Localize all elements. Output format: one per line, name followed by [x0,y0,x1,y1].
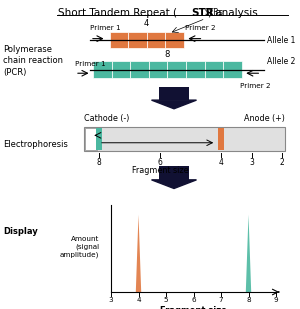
Text: Polymerase
chain reaction
(PCR): Polymerase chain reaction (PCR) [3,45,63,77]
Text: Allele 2: Allele 2 [267,57,296,66]
Bar [159,166,189,180]
Bar [165,32,184,48]
Bar [128,32,147,48]
Text: 6: 6 [191,297,196,303]
Bar [218,128,224,150]
Text: 6: 6 [158,158,162,167]
Bar [96,128,102,150]
Bar [149,61,167,78]
Bar [110,32,128,48]
Text: 3: 3 [249,158,254,167]
Text: Primer 2: Primer 2 [185,25,216,31]
Text: 9: 9 [274,297,278,303]
Bar [186,61,205,78]
Text: 5: 5 [164,297,168,303]
Polygon shape [246,215,251,292]
Text: STRs: STRs [204,8,223,17]
Text: Short Tandem Repeat (: Short Tandem Repeat ( [58,8,178,18]
Text: Primer 2: Primer 2 [240,83,271,89]
Bar [112,61,130,78]
Text: Amount
(signal
amplitude): Amount (signal amplitude) [60,236,99,258]
Polygon shape [152,100,196,109]
Bar [167,61,186,78]
Bar [130,61,149,78]
Text: 2: 2 [280,158,284,167]
Text: 8: 8 [246,297,251,303]
Text: 4: 4 [144,19,149,28]
Polygon shape [136,215,141,292]
Text: Fragment size: Fragment size [132,166,188,175]
Text: STR: STR [191,8,214,18]
Bar [85,128,97,150]
Text: Allele 1: Allele 1 [267,36,296,45]
Text: 4: 4 [136,297,141,303]
Bar [147,32,165,48]
Text: Primer 1: Primer 1 [90,25,121,31]
Text: Fragment size: Fragment size [160,306,227,309]
Text: Primer 1: Primer 1 [75,61,106,67]
Text: Anode (+): Anode (+) [244,114,285,123]
Bar [93,61,112,78]
Text: Electrophoresis: Electrophoresis [3,140,68,149]
Text: 8: 8 [165,50,170,59]
Polygon shape [152,180,196,188]
Text: 7: 7 [219,297,223,303]
Text: ) analysis: ) analysis [208,8,258,18]
Bar [84,127,285,151]
Text: 4: 4 [219,158,224,167]
Bar [159,87,189,100]
Text: 3: 3 [109,297,113,303]
Bar [205,61,223,78]
Text: Display: Display [3,227,38,236]
Bar [223,61,242,78]
Text: 8: 8 [97,158,101,167]
Text: Cathode (-): Cathode (-) [84,114,129,123]
